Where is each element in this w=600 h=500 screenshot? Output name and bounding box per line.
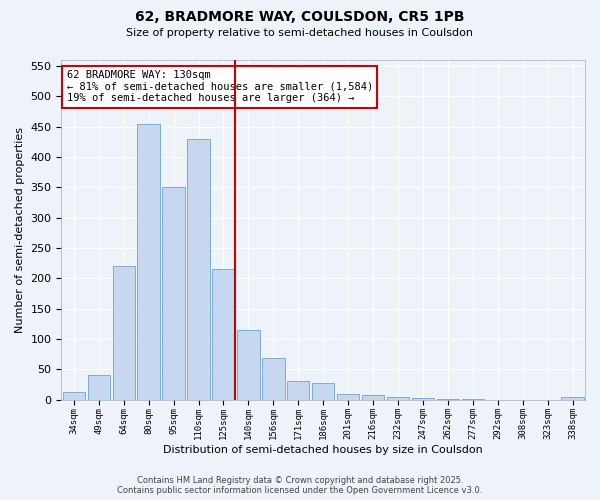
Bar: [163, 188, 185, 400]
Bar: [137, 124, 160, 400]
Bar: [237, 330, 260, 400]
Bar: [387, 397, 409, 400]
Bar: [113, 266, 135, 400]
Bar: [287, 382, 310, 400]
Bar: [262, 358, 284, 400]
Bar: [562, 397, 584, 400]
Bar: [312, 383, 334, 400]
Bar: [88, 376, 110, 400]
Bar: [212, 269, 235, 400]
Bar: [187, 139, 210, 400]
Bar: [461, 399, 484, 400]
Bar: [337, 394, 359, 400]
Text: 62, BRADMORE WAY, COULSDON, CR5 1PB: 62, BRADMORE WAY, COULSDON, CR5 1PB: [135, 10, 465, 24]
Bar: [412, 398, 434, 400]
Text: Size of property relative to semi-detached houses in Coulsdon: Size of property relative to semi-detach…: [127, 28, 473, 38]
Text: 62 BRADMORE WAY: 130sqm
← 81% of semi-detached houses are smaller (1,584)
19% of: 62 BRADMORE WAY: 130sqm ← 81% of semi-de…: [67, 70, 373, 103]
Bar: [362, 396, 384, 400]
Bar: [437, 399, 459, 400]
Bar: [62, 392, 85, 400]
Y-axis label: Number of semi-detached properties: Number of semi-detached properties: [15, 127, 25, 333]
X-axis label: Distribution of semi-detached houses by size in Coulsdon: Distribution of semi-detached houses by …: [163, 445, 483, 455]
Text: Contains HM Land Registry data © Crown copyright and database right 2025.
Contai: Contains HM Land Registry data © Crown c…: [118, 476, 482, 495]
